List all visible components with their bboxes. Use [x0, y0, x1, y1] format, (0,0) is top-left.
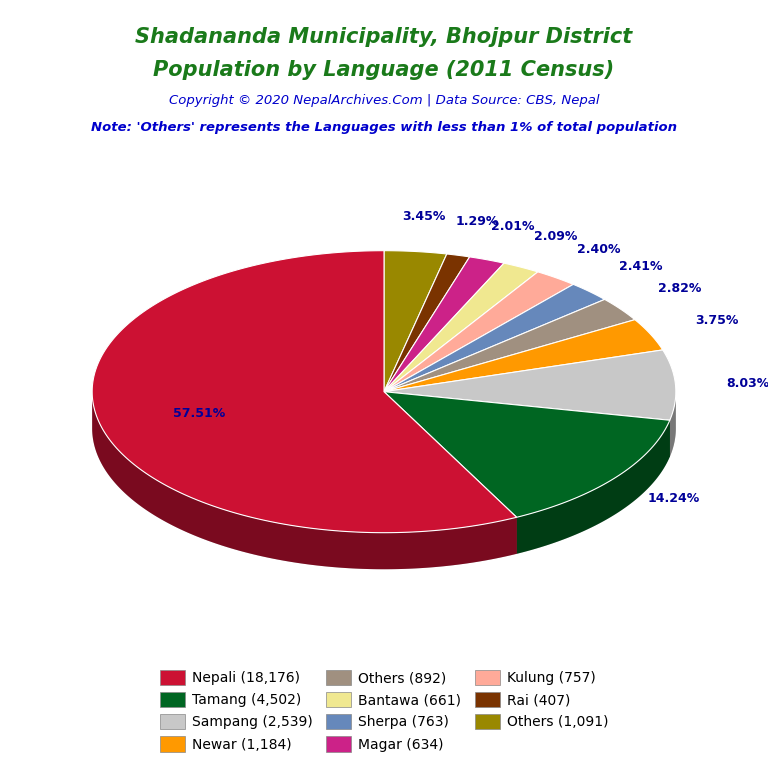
Text: Copyright © 2020 NepalArchives.Com | Data Source: CBS, Nepal: Copyright © 2020 NepalArchives.Com | Dat… — [169, 94, 599, 107]
Polygon shape — [384, 392, 517, 554]
Polygon shape — [92, 392, 676, 569]
Text: Shadananda Municipality, Bhojpur District: Shadananda Municipality, Bhojpur Distric… — [135, 27, 633, 47]
Text: 2.40%: 2.40% — [578, 243, 621, 256]
Text: 2.41%: 2.41% — [619, 260, 663, 273]
Text: Population by Language (2011 Census): Population by Language (2011 Census) — [154, 60, 614, 80]
Polygon shape — [384, 350, 676, 420]
Polygon shape — [384, 392, 670, 457]
Legend: Nepali (18,176), Tamang (4,502), Sampang (2,539), Newar (1,184), Others (892), B: Nepali (18,176), Tamang (4,502), Sampang… — [154, 664, 614, 757]
Polygon shape — [384, 263, 538, 392]
Text: 3.45%: 3.45% — [402, 210, 445, 223]
Polygon shape — [384, 392, 670, 457]
Polygon shape — [384, 319, 663, 392]
Polygon shape — [384, 392, 670, 518]
Polygon shape — [384, 250, 447, 392]
Text: 1.29%: 1.29% — [455, 215, 498, 228]
Polygon shape — [92, 250, 517, 533]
Polygon shape — [384, 254, 469, 392]
Text: 57.51%: 57.51% — [174, 406, 226, 419]
Polygon shape — [384, 257, 504, 392]
Polygon shape — [384, 284, 604, 392]
Text: 14.24%: 14.24% — [648, 492, 700, 505]
Text: 2.09%: 2.09% — [534, 230, 578, 243]
Polygon shape — [92, 392, 517, 569]
Text: Note: 'Others' represents the Languages with less than 1% of total population: Note: 'Others' represents the Languages … — [91, 121, 677, 134]
Polygon shape — [384, 300, 635, 392]
Text: 8.03%: 8.03% — [727, 376, 768, 389]
Polygon shape — [517, 420, 670, 554]
Polygon shape — [384, 392, 517, 554]
Text: 2.01%: 2.01% — [491, 220, 535, 233]
Polygon shape — [670, 390, 676, 457]
Text: 2.82%: 2.82% — [658, 282, 702, 295]
Polygon shape — [384, 272, 573, 392]
Text: 3.75%: 3.75% — [696, 313, 739, 326]
